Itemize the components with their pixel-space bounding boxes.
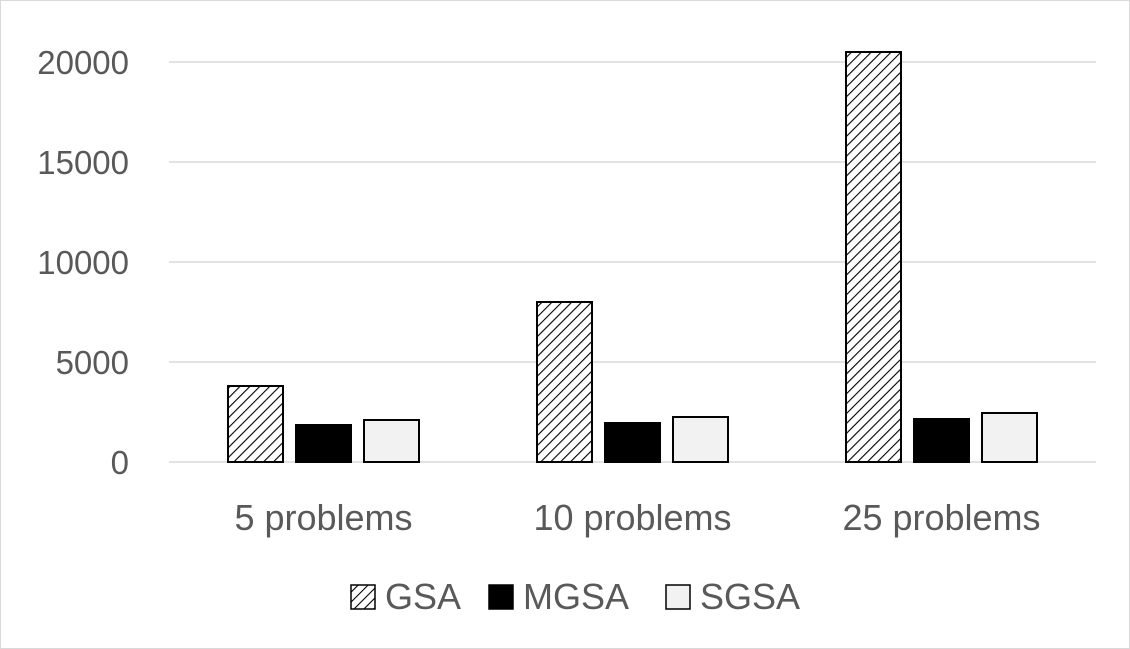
y-tick-label: 20000 <box>37 44 129 81</box>
bar-gsa-1 <box>227 385 284 463</box>
bar-sgsa-1 <box>363 419 420 463</box>
y-tick-label: 10000 <box>37 244 129 281</box>
bar-gsa-3 <box>845 51 902 463</box>
y-tick-label: 5000 <box>56 344 129 381</box>
legend-label-gsa: GSA <box>385 576 461 617</box>
legend-swatch-sgsa <box>665 584 691 610</box>
bar-sgsa-3 <box>981 412 1038 463</box>
legend-swatch-gsa <box>350 584 376 610</box>
category-label: 25 problems <box>842 497 1040 538</box>
legend: GSA MGSA SGSA <box>350 576 800 617</box>
x-axis-category-labels: 5 problems 10 problems 25 problems <box>234 497 1040 538</box>
y-axis-tick-labels: 0 5000 10000 15000 20000 <box>37 44 129 481</box>
bar-mgsa-1 <box>295 424 352 463</box>
category-label: 5 problems <box>234 497 412 538</box>
bars <box>227 51 1038 463</box>
y-tick-label: 0 <box>111 444 129 481</box>
y-tick-label: 15000 <box>37 144 129 181</box>
bar-mgsa-3 <box>913 418 970 463</box>
bar-sgsa-2 <box>672 416 729 463</box>
bar-mgsa-2 <box>604 422 661 463</box>
legend-swatch-mgsa <box>488 584 514 610</box>
legend-label-sgsa: SGSA <box>700 576 800 617</box>
bar-gsa-2 <box>536 301 593 463</box>
legend-label-mgsa: MGSA <box>523 576 629 617</box>
category-label: 10 problems <box>533 497 731 538</box>
gridlines <box>169 61 1096 463</box>
